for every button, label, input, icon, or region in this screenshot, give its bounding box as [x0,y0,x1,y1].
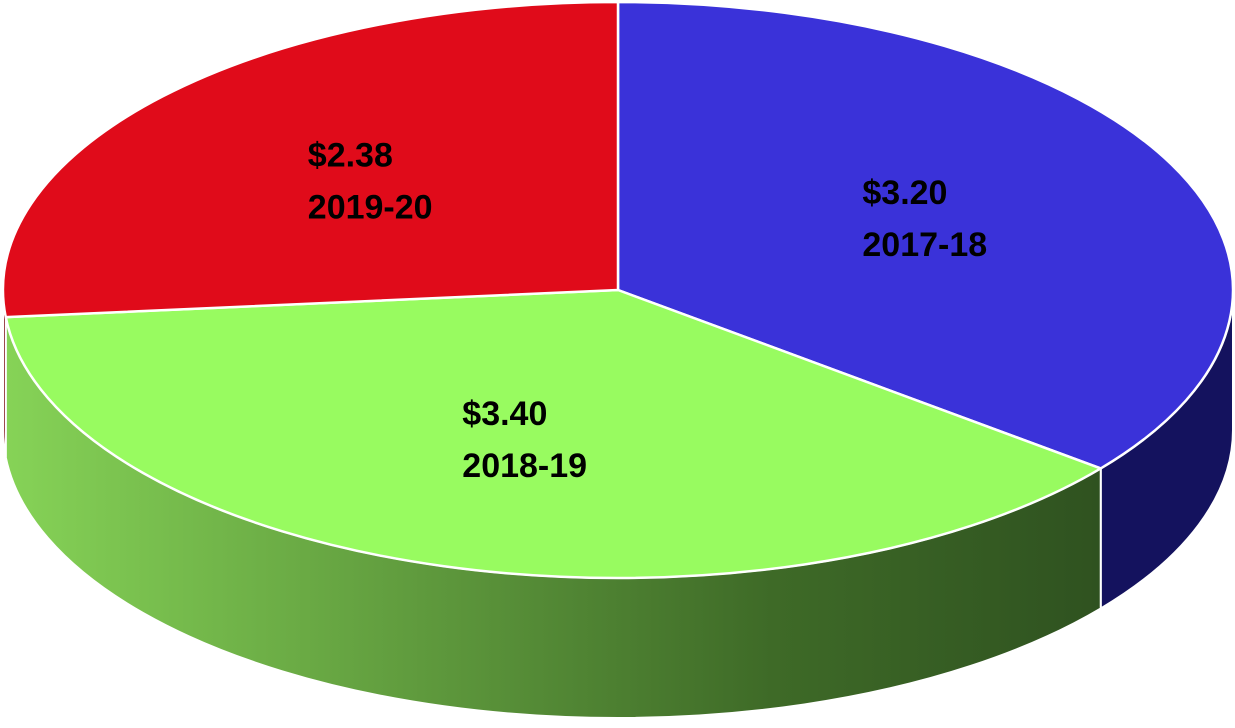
value-label: $3.40 [462,395,547,433]
value-label: $2.38 [308,136,393,174]
category-label: 2019-20 [308,188,433,226]
category-label: 2017-18 [862,226,987,264]
slice [616,0,1235,470]
slice [4,288,1102,580]
value-label: $3.20 [862,174,947,212]
slice [1,0,620,319]
category-label: 2018-19 [462,447,587,485]
